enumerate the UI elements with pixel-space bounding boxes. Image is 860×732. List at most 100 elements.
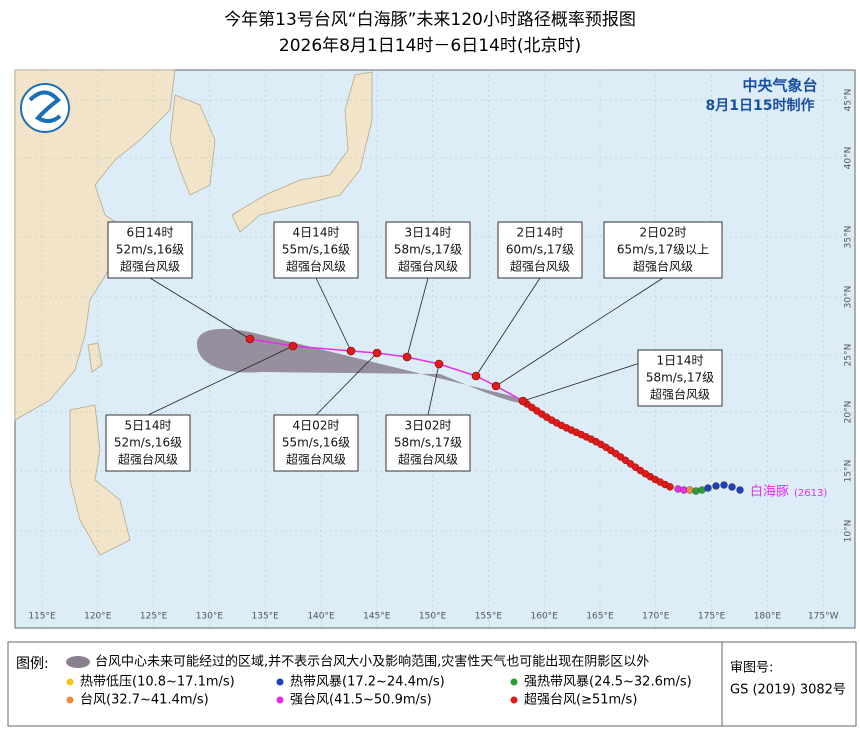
- callout-box: [603, 221, 723, 279]
- leader-line: [475, 277, 541, 377]
- legend-marker: [276, 696, 284, 704]
- leader-line: [495, 277, 664, 387]
- forecast-point: [491, 381, 501, 391]
- callout-time: 6日14时: [127, 226, 174, 240]
- callout-level: 超强台风级: [650, 387, 710, 402]
- legend-marker: [66, 696, 74, 704]
- legend-label: 超强台风(≥51m/s): [524, 693, 637, 708]
- longitude-label: 160°E: [531, 612, 559, 622]
- forecast-point: [518, 396, 528, 406]
- callout-box: [385, 221, 471, 279]
- callout-time: 4日02时: [293, 419, 340, 433]
- longitude-label: 125°E: [140, 612, 168, 622]
- latitude-label: 30°N: [844, 286, 854, 309]
- longitude-label: 120°E: [84, 612, 112, 622]
- forecast-point: [288, 341, 298, 351]
- land: [14, 69, 373, 556]
- longitude-label: 115°E: [28, 612, 56, 622]
- callouts: 1日14时58m/s,17级超强台风级2日02时65m/s,17级以上超强台风级…: [105, 221, 723, 472]
- callout-box: [107, 221, 193, 279]
- longitude-label: 180°E: [754, 612, 782, 622]
- callout-box: [273, 221, 359, 279]
- latitude-label: 35°N: [844, 226, 854, 249]
- legend-items: 热带低压(10.8~17.1m/s) 热带风暴(17.2~24.4m/s) 强热带风…: [66, 675, 692, 708]
- leader-line: [406, 277, 429, 358]
- longitude-label: 175°W: [808, 612, 839, 622]
- latitude-label: 20°N: [844, 401, 854, 424]
- longitude-label: 140°E: [307, 612, 335, 622]
- leader-line: [315, 277, 352, 352]
- storm-name: 白海豚: [750, 484, 789, 500]
- callout-level: 超强台风级: [398, 259, 458, 274]
- longitude-label: 170°E: [642, 612, 670, 622]
- callout-time: 5日14时: [125, 419, 172, 433]
- approval-label: 审图号:: [730, 661, 773, 676]
- callout-wind: 52m/s,16级: [116, 243, 184, 257]
- legend-frame: [7, 641, 857, 727]
- latitude-label: 15°N: [844, 460, 854, 483]
- past-point: [666, 483, 674, 491]
- legend-title: 图例:: [16, 656, 49, 672]
- callout-wind: 55m/s,16级: [282, 243, 350, 257]
- callout-wind: 55m/s,16级: [282, 436, 350, 450]
- map-ocean: [14, 69, 856, 629]
- past-point: [728, 483, 736, 491]
- past-point: [736, 486, 744, 494]
- leader-line: [315, 352, 378, 416]
- callout-level: 超强台风级: [633, 259, 693, 274]
- legend-marker: [510, 678, 518, 686]
- past-point: [720, 481, 728, 489]
- legend-label: 强热带风暴(24.5~32.6m/s): [524, 675, 692, 690]
- callout-wind: 58m/s,17级: [394, 243, 462, 257]
- callout-level: 超强台风级: [510, 259, 570, 274]
- callout-level: 超强台风级: [398, 452, 458, 467]
- callout-time: 1日14时: [657, 354, 704, 368]
- longitude-label: 175°E: [698, 612, 726, 622]
- forecast-point: [402, 352, 412, 362]
- callout-time: 2日02时: [640, 226, 687, 240]
- latitude-label: 10°N: [844, 520, 854, 543]
- longitude-label: 150°E: [419, 612, 447, 622]
- forecast-point: [346, 346, 356, 356]
- legend-label: 强台风(41.5~50.9m/s): [290, 693, 432, 708]
- callout-time: 3日02时: [405, 419, 452, 433]
- leader-line: [427, 363, 440, 416]
- approval-number: GS (2019) 3082号: [730, 683, 846, 698]
- callout-level: 超强台风级: [286, 259, 346, 274]
- callout-wind: 58m/s,17级: [394, 436, 462, 450]
- legend-marker: [66, 678, 74, 686]
- forecast-point: [372, 348, 382, 358]
- agency-issued: 8月1日15时制作: [706, 97, 815, 114]
- legend-marker: [510, 696, 518, 704]
- callout-box: [637, 349, 723, 407]
- callout-time: 3日14时: [405, 226, 452, 240]
- callout-box: [273, 414, 359, 472]
- past-point: [704, 484, 712, 492]
- title: 今年第13号台风“白海豚”未来120小时路径概率预报图: [224, 10, 636, 30]
- forecast-point: [471, 371, 481, 381]
- legend-label: 台风(32.7~41.4m/s): [80, 693, 209, 708]
- legend-marker: [276, 678, 284, 686]
- logo-swirl: [28, 90, 62, 123]
- callout-box: [105, 414, 191, 472]
- past-track: [523, 400, 744, 495]
- latitude-label: 40°N: [844, 147, 854, 170]
- leader-line: [149, 277, 251, 340]
- latitude-label: 45°N: [844, 89, 854, 112]
- longitude-label: 155°E: [475, 612, 503, 622]
- subtitle: 2026年8月1日14时－6日14时(北京时): [279, 36, 581, 56]
- forecast-point: [434, 359, 444, 369]
- legend-cone-swatch: [66, 656, 90, 668]
- longitude-label: 165°E: [586, 612, 614, 622]
- legend-label: 热带风暴(17.2~24.4m/s): [290, 675, 445, 690]
- callout-wind: 58m/s,17级: [646, 371, 714, 385]
- legend-label: 热带低压(10.8~17.1m/s): [80, 675, 235, 690]
- longitude-label: 130°E: [196, 612, 224, 622]
- longitude-label: 145°E: [363, 612, 391, 622]
- callout-time: 4日14时: [293, 226, 340, 240]
- callout-level: 超强台风级: [286, 452, 346, 467]
- leader-line: [147, 345, 294, 416]
- latitude-label: 25°N: [844, 344, 854, 367]
- probability-cone: [196, 328, 525, 404]
